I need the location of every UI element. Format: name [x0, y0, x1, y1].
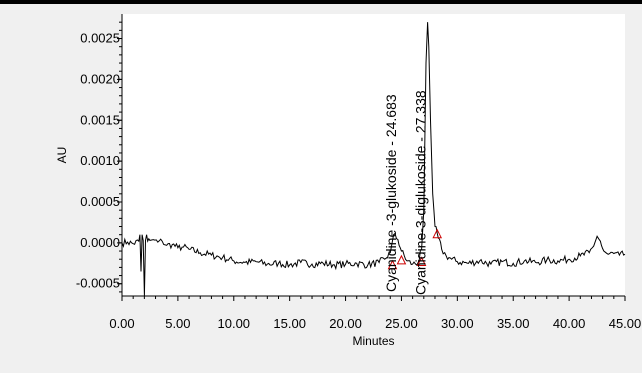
y-tick-label: -0.0005 [76, 276, 120, 291]
baseline-markers [387, 228, 443, 270]
x-tick-label: 0.00 [109, 316, 134, 331]
series-trace [121, 22, 626, 297]
y-tick-label: 0.0005 [80, 194, 120, 209]
x-tick-label: 25.00 [385, 316, 418, 331]
baseline-marker-icon [432, 228, 443, 239]
x-axis-label: Minutes [352, 334, 394, 348]
plot-area [122, 14, 625, 296]
y-tick-label: 0.0015 [80, 112, 120, 127]
baseline-marker-icon [387, 259, 398, 270]
y-axis-label: AU [55, 147, 69, 164]
x-tick-label: 40.00 [553, 316, 586, 331]
x-tick-label: 15.00 [273, 316, 306, 331]
x-tick-label: 35.00 [497, 316, 530, 331]
x-tick-label: 5.00 [165, 316, 190, 331]
x-tick-label: 30.00 [441, 316, 474, 331]
peak-label: Cyanidine -3-glukoside - 24.683 [383, 94, 399, 292]
baseline-marker-icon [416, 256, 427, 266]
y-tick-label: 0.0000 [80, 235, 120, 250]
y-tick-label: 0.0010 [80, 153, 120, 168]
top-border [0, 0, 642, 4]
y-axis-ticks: -0.0005 0.0000 0.0005 0.0010 0.0015 0.0020 0.0… [76, 21, 122, 293]
peak-label: Cyanidine-3-diglukoside - 27.338 [413, 90, 429, 295]
y-tick-label: 0.0025 [80, 31, 120, 46]
x-axis-ticks: 0.00 5.00 10.00 15.00 20.00 25.00 30.00 35.00 40… [109, 296, 641, 331]
x-tick-label: 45.00 [609, 316, 642, 331]
baseline-marker-icon [396, 254, 407, 265]
x-tick-label: 10.00 [218, 316, 251, 331]
y-tick-label: 0.0020 [80, 71, 120, 86]
peak-labels: Cyanidine -3-glukoside - 24.683 Cyanidine… [383, 90, 429, 295]
x-tick-label: 20.00 [329, 316, 362, 331]
